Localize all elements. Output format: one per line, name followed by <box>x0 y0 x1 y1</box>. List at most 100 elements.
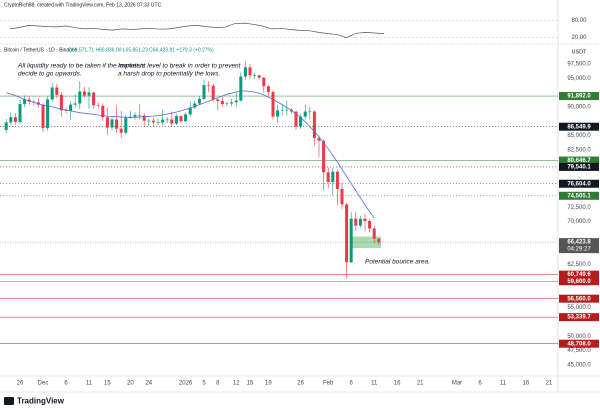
candle-body <box>285 109 289 111</box>
candle-body <box>13 117 17 122</box>
candle-body <box>230 102 234 104</box>
annotation: decide to go upwards. <box>18 71 82 78</box>
annotation: a harsh drop to potentially the lows. <box>118 71 220 78</box>
candle-body <box>78 91 82 104</box>
x-tick-label: 6 <box>350 381 354 387</box>
x-tick-label: 11 <box>500 381 507 387</box>
x-tick-label: 8 <box>216 381 220 387</box>
level-label-bg <box>559 179 599 188</box>
candle-body <box>151 120 155 123</box>
candle-body <box>294 111 298 127</box>
x-tick-label: 11 <box>371 381 378 387</box>
candle-body <box>354 218 358 226</box>
level-label: 48,708.0 <box>567 341 591 347</box>
candle-body <box>161 119 165 123</box>
rsi-tick-label: 80.00 <box>571 18 587 24</box>
x-tick-label: 2026 <box>179 381 193 387</box>
candle-body <box>216 99 220 102</box>
x-tick-label: Dec <box>38 381 49 387</box>
candle-body <box>174 116 178 124</box>
x-tick-label: 16 <box>394 381 401 387</box>
x-tick-label: 19 <box>265 381 272 387</box>
candle-body <box>87 92 91 96</box>
candle-body <box>317 137 321 141</box>
level-label-bg <box>559 162 599 171</box>
candle-body <box>101 105 105 118</box>
candle-body <box>335 171 339 189</box>
level-label: 79,540.1 <box>567 164 591 170</box>
candle-body <box>165 119 169 121</box>
level-label: 59,600.0 <box>567 279 591 285</box>
level-label: 53,339.7 <box>567 315 591 321</box>
brand: TradingView <box>17 397 65 406</box>
candle-body <box>64 110 68 111</box>
x-tick-label: 15 <box>247 381 254 387</box>
candle-body <box>331 171 335 183</box>
level-label-bg <box>559 270 599 279</box>
candle-body <box>59 94 63 111</box>
candle-body <box>363 218 367 222</box>
level-label-bg <box>559 191 599 200</box>
candle-body <box>308 111 312 113</box>
candle-body <box>92 92 96 106</box>
annotation: Important level to break in order to pre… <box>118 63 242 70</box>
rsi-tick-label: 20.00 <box>571 35 587 41</box>
currency: USDT <box>572 49 588 55</box>
level-label: 86,549.9 <box>567 124 591 130</box>
level-label: 74,505.1 <box>567 193 591 199</box>
candle-body <box>4 122 8 130</box>
candle-body <box>82 91 86 96</box>
candle-body <box>312 111 316 138</box>
bounce-zone <box>352 236 381 248</box>
candle-body <box>358 218 362 226</box>
symbol: Bitcoin / TetherUS · 1D · Binance <box>4 47 77 53</box>
candle-body <box>377 238 381 243</box>
candle-body <box>276 110 280 117</box>
y-tick-label: 47,500.0 <box>567 348 591 354</box>
candle-body <box>96 105 100 106</box>
candle-body <box>271 92 275 117</box>
y-tick-label: 45,000.0 <box>567 363 591 369</box>
y-tick-label: 50,000.0 <box>567 334 591 340</box>
candle-body <box>202 85 206 99</box>
level-label-bg <box>559 277 599 286</box>
level-label-bg <box>559 92 599 101</box>
candle-body <box>248 67 252 76</box>
level-label: 56,560.0 <box>567 296 591 302</box>
rsi-line <box>9 22 385 38</box>
x-tick-label: 12 <box>233 381 240 387</box>
candle-body <box>257 75 261 78</box>
y-tick-label: 95,000.0 <box>567 76 591 82</box>
level-label-bg <box>559 294 599 303</box>
y-tick-label: 55,000.0 <box>567 305 591 311</box>
level-label-bg <box>559 156 599 165</box>
x-tick-label: 16 <box>523 381 530 387</box>
x-tick-label: 6 <box>478 381 482 387</box>
candle-body <box>133 114 137 117</box>
candle-body <box>280 109 284 111</box>
y-tick-label: 70,000.0 <box>567 219 591 225</box>
candle-body <box>197 98 201 104</box>
x-tick-label: 21 <box>546 381 553 387</box>
candle-body <box>170 119 174 124</box>
x-tick-label: 26 <box>297 381 304 387</box>
candle-body <box>349 218 353 263</box>
x-tick-label: 11 <box>86 381 93 387</box>
candle-body <box>345 204 349 263</box>
x-tick-label: 5 <box>202 381 206 387</box>
candle-body <box>9 117 13 123</box>
countdown: 04:29:27 <box>567 247 591 253</box>
candle-body <box>124 117 128 133</box>
candle-body <box>110 119 114 128</box>
candle-body <box>253 75 257 76</box>
candle-body <box>262 77 266 87</box>
candle-body <box>243 67 247 77</box>
candle-body <box>179 116 183 122</box>
x-tick-label: Mar <box>452 381 462 387</box>
candle-body <box>234 100 238 103</box>
y-tick-label: 97,500.0 <box>567 62 591 68</box>
candle-body <box>41 104 45 129</box>
x-tick-label: 6 <box>64 381 68 387</box>
